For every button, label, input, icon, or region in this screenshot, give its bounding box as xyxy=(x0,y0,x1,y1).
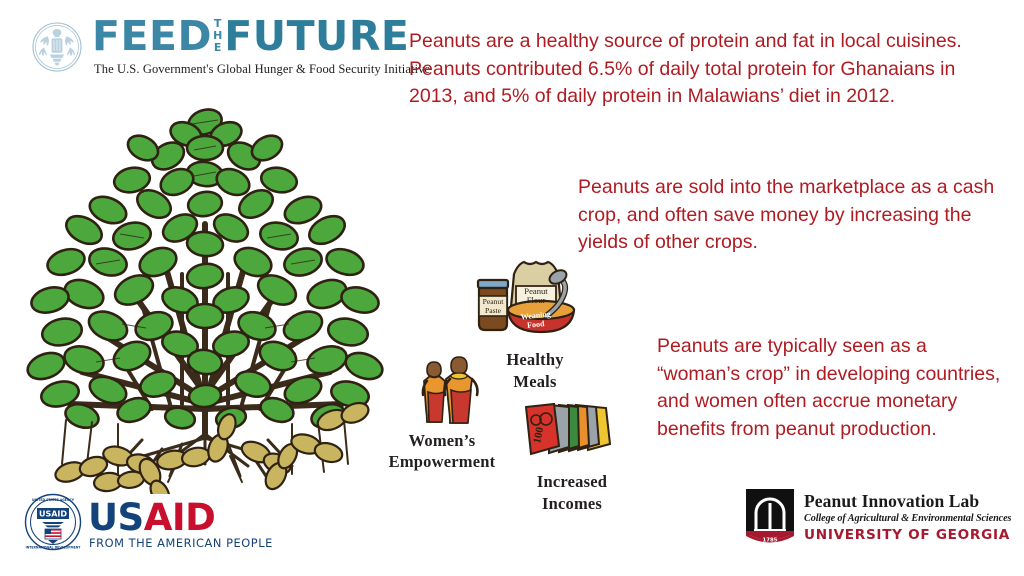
icon-group-womens-empowerment: Women’s Empowerment xyxy=(368,352,516,471)
womens-empowerment-caption-line2: Empowerment xyxy=(388,452,496,471)
ftf-future-text: FUTURE xyxy=(224,12,410,60)
usaid-us-text: US xyxy=(88,496,144,539)
icon-group-healthy-meals: Peanut Flour Peanut Paste Weaning Food H… xyxy=(462,252,608,391)
usaid-seal-icon: USAID UNITED STATES AGENCY INTERNATIONAL… xyxy=(24,493,82,551)
two-women-icon xyxy=(421,356,479,424)
ftf-the-h: H xyxy=(213,29,223,42)
healthy-meals-caption-line2: Meals xyxy=(513,372,557,391)
bag-label-line2: Flour xyxy=(527,295,546,305)
uga-university-name: UNIVERSITY OF GEORGIA xyxy=(804,527,1010,543)
banknotes-fan-icon: 100 xyxy=(524,402,612,456)
feed-the-future-tagline: The U.S. Government's Global Hunger & Fo… xyxy=(94,62,431,76)
banknote-portrait xyxy=(530,412,553,426)
usaid-aid-text: AID xyxy=(143,496,216,539)
usaid-seal-top-text: UNITED STATES AGENCY xyxy=(32,498,75,502)
healthy-meals-caption-line1: Healthy xyxy=(506,350,564,369)
ftf-the-t: T xyxy=(213,17,222,30)
woman-left-figure xyxy=(421,361,451,423)
ftf-feed-text: FEED xyxy=(92,12,213,60)
increased-incomes-caption-line2: Incomes xyxy=(541,494,603,513)
woman-right-figure xyxy=(443,356,479,424)
usaid-seal-bottom-text: INTERNATIONAL DEVELOPMENT xyxy=(26,545,82,549)
paragraph-nutrition: Peanuts are a healthy source of protein … xyxy=(409,30,962,107)
bowl-label-line1: Weaning xyxy=(520,309,551,321)
increased-incomes-caption-line1: Increased xyxy=(536,472,608,491)
usaid-wordmark: USAID xyxy=(88,496,216,539)
paragraph-women: Peanuts are typically seen as a “woman’s… xyxy=(657,335,1001,440)
jar-label-line1: Peanut xyxy=(483,297,505,306)
usaid-tagline: FROM THE AMERICAN PEOPLE xyxy=(89,536,273,550)
feed-the-future-logo: FEED T H E FUTURE The U.S. Government's … xyxy=(26,14,430,86)
ftf-the-e: E xyxy=(213,41,222,54)
banknote-value: 100 xyxy=(531,426,546,445)
peanut-innovation-lab-logo: 1785 Peanut Innovation Lab College of Ag… xyxy=(744,489,1012,551)
peanut-plant-illustration xyxy=(26,108,384,494)
ftf-the-stack: T H E xyxy=(213,14,222,57)
paragraph-market: Peanuts are sold into the marketplace as… xyxy=(578,176,995,253)
us-great-seal-icon xyxy=(32,22,82,72)
uga-college-name: College of Agricultural & Environmental … xyxy=(804,513,1012,524)
uga-arch-icon: 1785 xyxy=(746,489,794,543)
uga-lab-name: Peanut Innovation Lab xyxy=(804,491,980,511)
bag-label-line1: Peanut xyxy=(524,286,548,296)
icon-group-increased-incomes: 100 Increased Incomes xyxy=(502,402,642,513)
spoon-icon xyxy=(543,269,569,319)
feed-the-future-wordmark: FEED T H E FUTURE xyxy=(92,14,409,60)
jar-label-line2: Paste xyxy=(485,306,502,315)
usaid-logo: USAID UNITED STATES AGENCY INTERNATIONAL… xyxy=(24,492,272,554)
peanut-paste-jar-icon xyxy=(476,278,510,332)
womens-empowerment-caption-line1: Women’s xyxy=(408,431,476,450)
peanut-products-icon: Peanut Flour Peanut Paste Weaning Food xyxy=(476,260,576,334)
bowl-label-line2: Food xyxy=(527,319,546,330)
uga-arch-year: 1785 xyxy=(762,537,777,543)
usaid-seal-center-text: USAID xyxy=(39,510,67,519)
uga-text-block: Peanut Innovation Lab College of Agricul… xyxy=(804,491,1012,544)
